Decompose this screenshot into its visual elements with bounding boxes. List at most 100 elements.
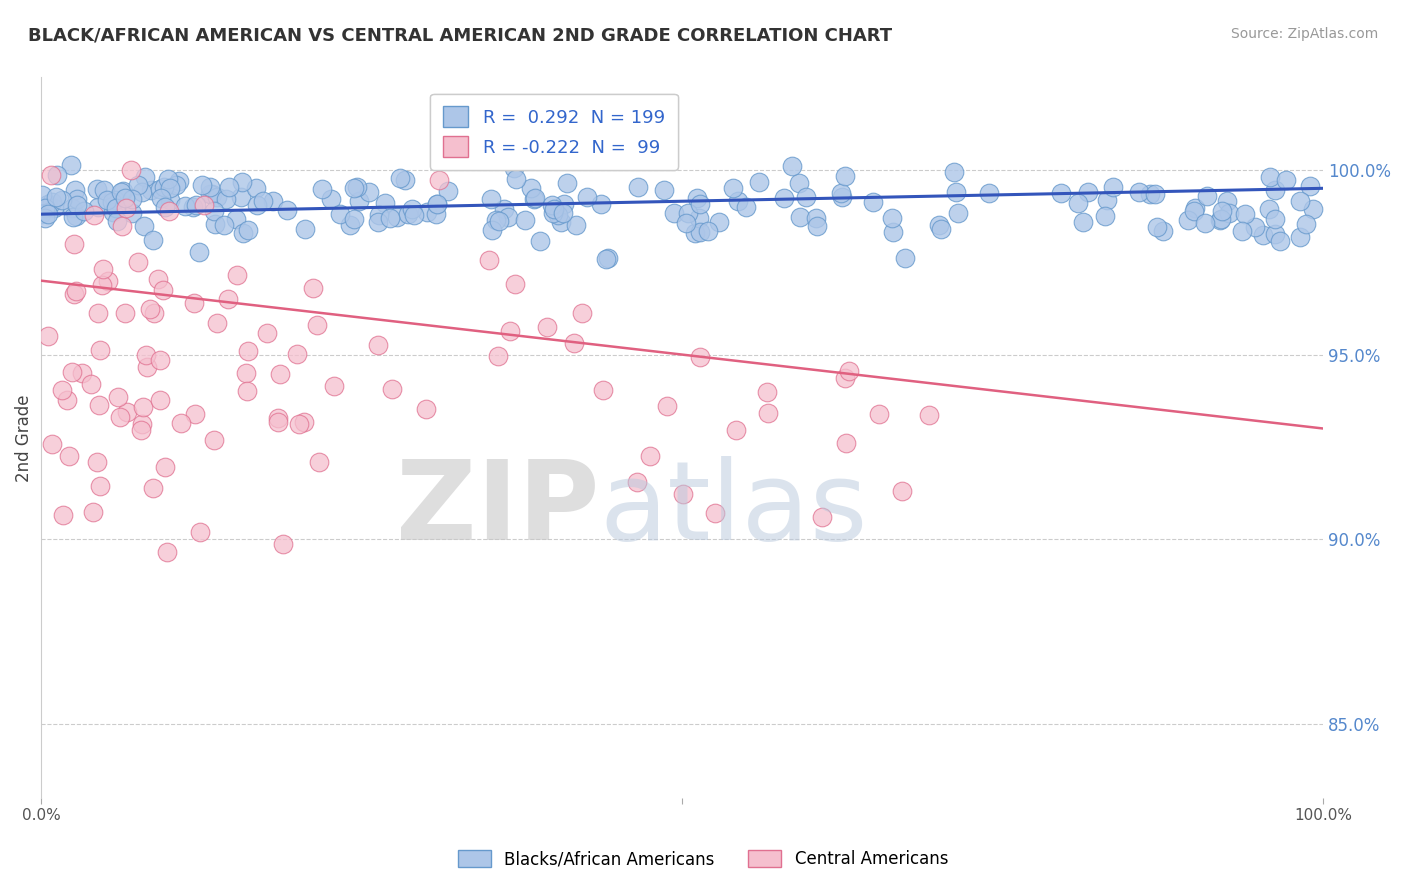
Point xyxy=(565,218,588,232)
Point xyxy=(63,236,86,251)
Point xyxy=(267,410,290,425)
Point xyxy=(205,316,228,330)
Point xyxy=(1194,216,1216,230)
Point xyxy=(104,193,127,207)
Point xyxy=(236,344,259,359)
Point xyxy=(685,226,707,240)
Point xyxy=(427,172,450,186)
Point xyxy=(862,194,884,209)
Point xyxy=(91,277,114,292)
Point xyxy=(79,377,101,392)
Point xyxy=(39,168,62,182)
Point xyxy=(63,286,86,301)
Point xyxy=(152,283,174,297)
Point xyxy=(780,160,803,174)
Point xyxy=(236,384,259,398)
Point xyxy=(138,301,160,316)
Point xyxy=(401,202,423,216)
Point xyxy=(1218,206,1240,220)
Point xyxy=(426,197,449,211)
Point xyxy=(478,253,501,268)
Point xyxy=(387,210,409,224)
Point xyxy=(834,436,856,450)
Point xyxy=(58,450,80,464)
Point xyxy=(704,506,727,520)
Point xyxy=(343,211,366,226)
Point xyxy=(188,525,211,540)
Point xyxy=(127,255,149,269)
Point xyxy=(65,285,87,299)
Point xyxy=(529,234,551,248)
Point xyxy=(245,181,267,195)
Point xyxy=(678,205,700,219)
Point xyxy=(271,536,294,550)
Point xyxy=(943,164,966,178)
Point xyxy=(149,393,172,408)
Point xyxy=(689,225,711,239)
Point xyxy=(1230,224,1253,238)
Point xyxy=(63,183,86,197)
Point xyxy=(494,202,516,216)
Point xyxy=(294,221,316,235)
Point xyxy=(415,401,437,416)
Point xyxy=(592,383,614,397)
Point xyxy=(1049,186,1071,201)
Point xyxy=(262,194,284,208)
Point xyxy=(93,183,115,197)
Point xyxy=(367,215,389,229)
Point xyxy=(183,296,205,310)
Point xyxy=(1264,183,1286,197)
Point xyxy=(804,211,827,226)
Point xyxy=(773,191,796,205)
Point xyxy=(229,190,252,204)
Point xyxy=(404,208,426,222)
Point xyxy=(34,211,56,225)
Point xyxy=(479,192,502,206)
Point xyxy=(541,198,564,212)
Point xyxy=(724,423,747,437)
Point xyxy=(523,192,546,206)
Point xyxy=(794,190,817,204)
Point xyxy=(1257,202,1279,216)
Point xyxy=(37,196,59,211)
Point xyxy=(1289,229,1312,244)
Point xyxy=(977,186,1000,200)
Point xyxy=(202,434,225,448)
Point xyxy=(1197,189,1219,203)
Point xyxy=(689,196,711,211)
Point xyxy=(167,174,190,188)
Point xyxy=(51,193,73,207)
Point xyxy=(127,178,149,193)
Point xyxy=(831,190,853,204)
Point xyxy=(374,195,396,210)
Point xyxy=(82,506,104,520)
Point xyxy=(543,202,565,217)
Point xyxy=(662,206,685,220)
Point xyxy=(838,364,860,378)
Point xyxy=(157,204,180,219)
Point xyxy=(1243,220,1265,235)
Point xyxy=(502,161,524,175)
Point xyxy=(1251,228,1274,243)
Point xyxy=(1153,224,1175,238)
Point xyxy=(1128,186,1150,200)
Point xyxy=(231,175,253,189)
Point xyxy=(1182,204,1205,219)
Point xyxy=(204,217,226,231)
Point xyxy=(381,382,404,396)
Point xyxy=(481,223,503,237)
Point xyxy=(266,415,288,429)
Point xyxy=(65,209,87,223)
Point xyxy=(181,200,204,214)
Point xyxy=(437,184,460,198)
Point xyxy=(150,191,173,205)
Point xyxy=(367,208,389,222)
Point xyxy=(142,233,165,247)
Point xyxy=(547,208,569,222)
Point xyxy=(66,198,89,212)
Point xyxy=(105,214,128,228)
Point xyxy=(120,162,142,177)
Point xyxy=(1146,219,1168,234)
Point xyxy=(562,336,585,351)
Point xyxy=(173,200,195,214)
